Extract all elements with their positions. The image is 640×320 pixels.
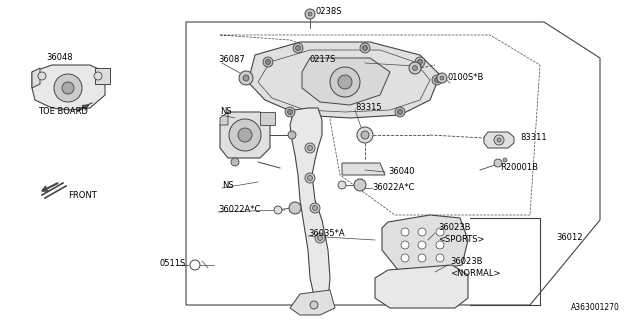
Circle shape [401,228,409,236]
Circle shape [296,45,301,51]
Circle shape [288,131,296,139]
Circle shape [437,73,447,83]
Circle shape [285,107,295,117]
Circle shape [417,60,422,65]
Circle shape [38,72,46,80]
Circle shape [361,131,369,139]
Circle shape [308,12,312,16]
Circle shape [231,158,239,166]
Text: <NORMAL>: <NORMAL> [450,269,500,278]
Polygon shape [220,112,228,125]
Circle shape [238,128,252,142]
Text: 36035*A: 36035*A [308,229,344,238]
Circle shape [317,236,323,241]
Circle shape [440,76,444,80]
Circle shape [62,82,74,94]
Circle shape [315,233,325,243]
Text: 36022A*C: 36022A*C [218,205,260,214]
Circle shape [330,67,360,97]
Polygon shape [290,290,335,315]
Circle shape [229,119,261,151]
Circle shape [436,254,444,262]
Text: 0511S: 0511S [160,260,186,268]
Circle shape [310,301,318,309]
Circle shape [357,127,373,143]
Circle shape [401,254,409,262]
Polygon shape [95,68,110,84]
Text: NS: NS [222,181,234,190]
Circle shape [397,109,403,115]
Circle shape [436,228,444,236]
Circle shape [432,75,442,85]
Polygon shape [302,58,390,105]
Circle shape [307,175,312,180]
Text: A363001270: A363001270 [571,303,620,312]
Text: FRONT: FRONT [68,191,97,201]
Circle shape [307,146,312,150]
Text: TOE BOARD: TOE BOARD [38,108,88,116]
Polygon shape [342,163,385,175]
Circle shape [239,71,253,85]
Circle shape [418,228,426,236]
Text: 36087: 36087 [218,55,244,65]
Polygon shape [290,108,330,300]
Text: 83315: 83315 [355,103,381,113]
Text: 36040: 36040 [388,167,415,177]
Circle shape [312,205,317,211]
Circle shape [338,75,352,89]
Circle shape [360,43,370,53]
Circle shape [497,138,501,142]
Circle shape [413,66,417,70]
Circle shape [305,143,315,153]
Circle shape [418,254,426,262]
Polygon shape [32,65,105,110]
Text: 83311: 83311 [520,133,547,142]
Circle shape [338,181,346,189]
Circle shape [289,202,301,214]
Text: 36012: 36012 [556,234,582,243]
Circle shape [418,241,426,249]
Circle shape [409,62,421,74]
Circle shape [274,206,282,214]
Polygon shape [220,112,270,158]
Circle shape [305,9,315,19]
Polygon shape [375,265,468,308]
Text: 36022A*C: 36022A*C [372,183,414,193]
Text: NS: NS [220,108,232,116]
Polygon shape [260,112,275,125]
Circle shape [243,75,249,81]
Circle shape [266,60,271,65]
Circle shape [293,43,303,53]
Text: R20001B: R20001B [500,164,538,172]
Circle shape [436,241,444,249]
Text: 0100S*B: 0100S*B [448,74,484,83]
Circle shape [494,135,504,145]
Text: 36023B: 36023B [450,258,483,267]
Circle shape [310,203,320,213]
Text: <SPORTS>: <SPORTS> [438,236,484,244]
Circle shape [401,241,409,249]
Polygon shape [32,68,40,88]
Circle shape [494,159,502,167]
Circle shape [305,173,315,183]
Circle shape [362,45,367,51]
Polygon shape [382,215,468,270]
Polygon shape [248,42,440,118]
Circle shape [287,109,292,115]
Text: 0238S: 0238S [315,7,342,17]
Polygon shape [484,132,514,148]
Circle shape [503,158,507,162]
Circle shape [94,72,102,80]
Text: 0217S: 0217S [310,55,337,65]
Text: 36023B: 36023B [438,223,470,233]
Circle shape [354,179,366,191]
Circle shape [415,57,425,67]
Text: 36048: 36048 [46,53,72,62]
Circle shape [263,57,273,67]
Circle shape [54,74,82,102]
Circle shape [395,107,405,117]
Circle shape [435,77,440,83]
